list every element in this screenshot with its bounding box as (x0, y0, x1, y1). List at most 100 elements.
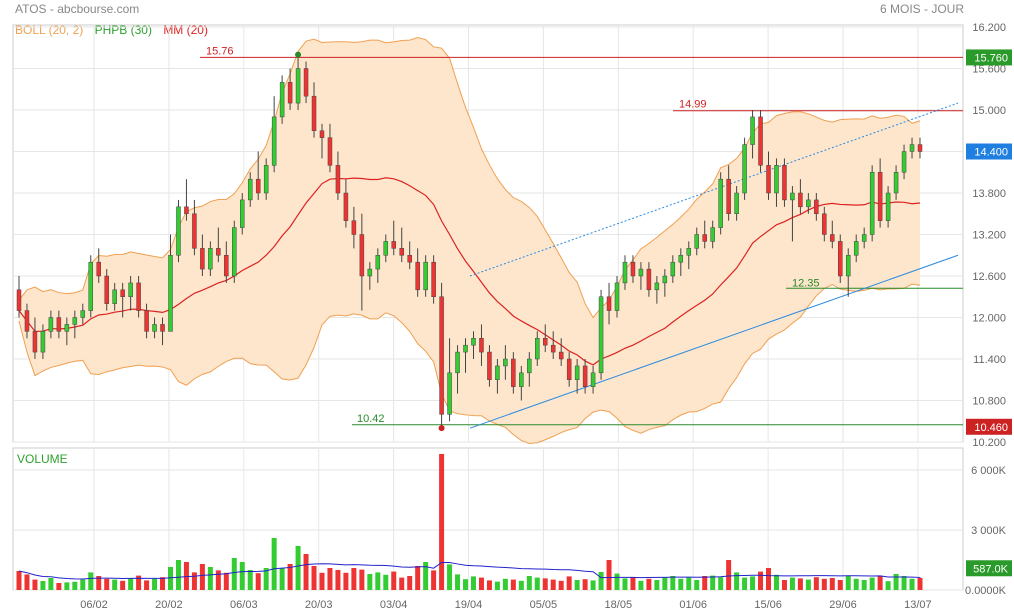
candle-body (295, 68, 301, 104)
candle-body (120, 289, 125, 298)
candle-body (806, 199, 811, 208)
candle-body (638, 268, 644, 277)
volume-bar (518, 580, 524, 590)
volume-bar (702, 576, 708, 590)
volume-bar (263, 568, 269, 590)
volume-bar (120, 580, 126, 590)
volume-bar (271, 538, 277, 590)
candle-body (487, 351, 492, 381)
last-price-badge-bg (966, 143, 1012, 160)
bollinger-lower-line (18, 283, 921, 444)
volume-bar (781, 580, 787, 590)
candle-body (750, 116, 755, 145)
candle-body (822, 213, 827, 235)
candle-body (271, 116, 277, 166)
low-price-badge: 10.460 (974, 422, 1008, 434)
low-price-badge-bg (966, 418, 1012, 435)
x-tick-label: 05/05 (530, 599, 558, 611)
volume-bar (566, 576, 572, 590)
price-tick-label: 10.800 (972, 396, 1006, 408)
volume-bar (797, 578, 803, 590)
volume-bar (152, 578, 158, 590)
high-price-badge-bg (966, 49, 1012, 66)
period-label[interactable]: 6 MOIS - JOUR (879, 2, 964, 16)
candle-body (255, 178, 261, 194)
price-tick-label: 12.000 (972, 313, 1006, 325)
candle-body (415, 261, 420, 291)
candle-body (606, 296, 612, 311)
volume-bar (96, 576, 102, 590)
volume-bar (510, 579, 516, 590)
volume-bar (901, 576, 907, 590)
x-tick-label: 15/06 (754, 599, 782, 611)
low-level-label: 10.42 (357, 413, 385, 425)
candle-body (917, 144, 923, 152)
candle-body (598, 296, 604, 374)
candle-body (853, 241, 859, 256)
volume-bar (622, 578, 628, 590)
volume-bar (231, 558, 237, 590)
volume-bar (582, 579, 588, 590)
volume-bar (160, 577, 166, 590)
candle-body (104, 275, 109, 304)
volume-bar (167, 567, 173, 590)
candle-body (702, 234, 707, 242)
volume-bar (16, 571, 22, 590)
recent-high-label: 14.99 (679, 99, 707, 111)
volume-bar (351, 568, 357, 590)
volume-bar (542, 578, 548, 590)
candle-body (311, 95, 317, 131)
candle-body (64, 324, 70, 332)
candle-body (367, 268, 373, 277)
volume-bar (694, 580, 700, 590)
volume-average-line (18, 561, 921, 580)
volume-bar (447, 564, 453, 590)
volume-bar (24, 574, 30, 590)
last-price-badge: 14.400 (974, 147, 1008, 159)
volume-bar (486, 580, 492, 590)
volume-bar (40, 581, 46, 590)
volume-bar (343, 572, 349, 590)
candle-body (909, 144, 915, 152)
volume-bar (478, 577, 484, 590)
candle-body (495, 365, 500, 380)
recent-low-label: 12.35 (792, 277, 820, 289)
support-trendline (469, 254, 959, 429)
candle-body (263, 165, 269, 194)
volume-tick-label: 3 000K (971, 525, 1007, 537)
volume-bar (829, 578, 835, 590)
candle-body (582, 365, 588, 387)
price-tick-label: 16.200 (972, 22, 1006, 34)
volume-bar (837, 580, 843, 590)
candle-body (112, 289, 117, 304)
candle-body (391, 241, 397, 249)
volume-bar (869, 577, 875, 590)
volume-bar (136, 575, 142, 590)
volume-bar (48, 578, 54, 590)
price-tick-label: 10.200 (972, 437, 1006, 449)
volume-bar (287, 564, 293, 590)
candle-body (319, 130, 325, 138)
candle-body (16, 289, 22, 311)
x-tick-label: 20/02 (155, 599, 183, 611)
candle-body (144, 310, 149, 332)
bollinger-upper-line (18, 36, 921, 319)
candle-body (40, 331, 46, 353)
volume-panel-frame (12, 447, 964, 591)
volume-bar (56, 583, 62, 590)
volume-bar (407, 576, 413, 590)
candle-body (734, 192, 739, 214)
volume-bar (104, 578, 110, 590)
candle-body (694, 234, 699, 249)
candle-body (893, 172, 899, 194)
chart-title: ATOS - abcbourse.com (15, 2, 140, 16)
candle-body (471, 338, 476, 346)
high-level-label: 15.76 (206, 45, 234, 57)
candle-body (399, 248, 404, 256)
volume-bar (893, 574, 899, 590)
price-tick-label: 13.800 (972, 188, 1006, 200)
volume-bar (112, 579, 118, 590)
volume-bar (144, 580, 150, 590)
candle-body (279, 82, 285, 118)
candle-body (136, 282, 141, 311)
